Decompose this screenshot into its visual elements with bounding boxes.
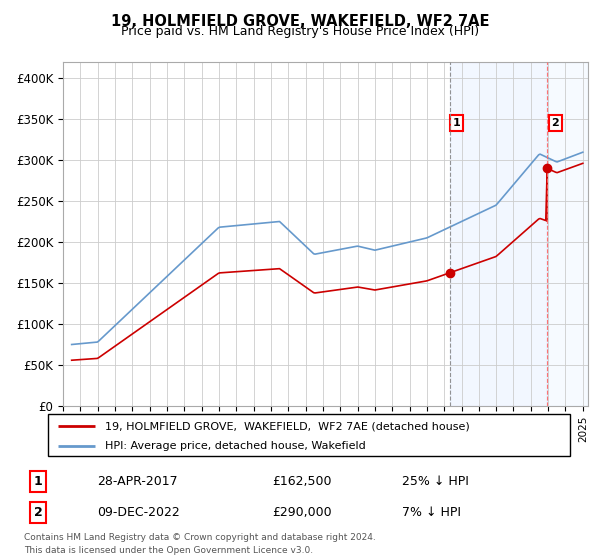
- Text: 2: 2: [34, 506, 43, 519]
- Text: 25% ↓ HPI: 25% ↓ HPI: [402, 475, 469, 488]
- Text: 1: 1: [34, 475, 43, 488]
- Text: £162,500: £162,500: [272, 475, 332, 488]
- Bar: [547, 62, 588, 406]
- Text: £290,000: £290,000: [272, 506, 332, 519]
- Text: 19, HOLMFIELD GROVE, WAKEFIELD, WF2 7AE: 19, HOLMFIELD GROVE, WAKEFIELD, WF2 7AE: [111, 14, 489, 29]
- Text: 28-APR-2017: 28-APR-2017: [97, 475, 178, 488]
- Text: 09-DEC-2022: 09-DEC-2022: [97, 506, 180, 519]
- Text: Price paid vs. HM Land Registry's House Price Index (HPI): Price paid vs. HM Land Registry's House …: [121, 25, 479, 38]
- Text: 1: 1: [453, 118, 461, 128]
- Text: 2: 2: [551, 118, 559, 128]
- Text: HPI: Average price, detached house, Wakefield: HPI: Average price, detached house, Wake…: [106, 441, 366, 451]
- Text: Contains HM Land Registry data © Crown copyright and database right 2024.
This d: Contains HM Land Registry data © Crown c…: [24, 533, 376, 554]
- Text: 19, HOLMFIELD GROVE,  WAKEFIELD,  WF2 7AE (detached house): 19, HOLMFIELD GROVE, WAKEFIELD, WF2 7AE …: [106, 421, 470, 431]
- Bar: [450, 62, 547, 406]
- Text: 7% ↓ HPI: 7% ↓ HPI: [402, 506, 461, 519]
